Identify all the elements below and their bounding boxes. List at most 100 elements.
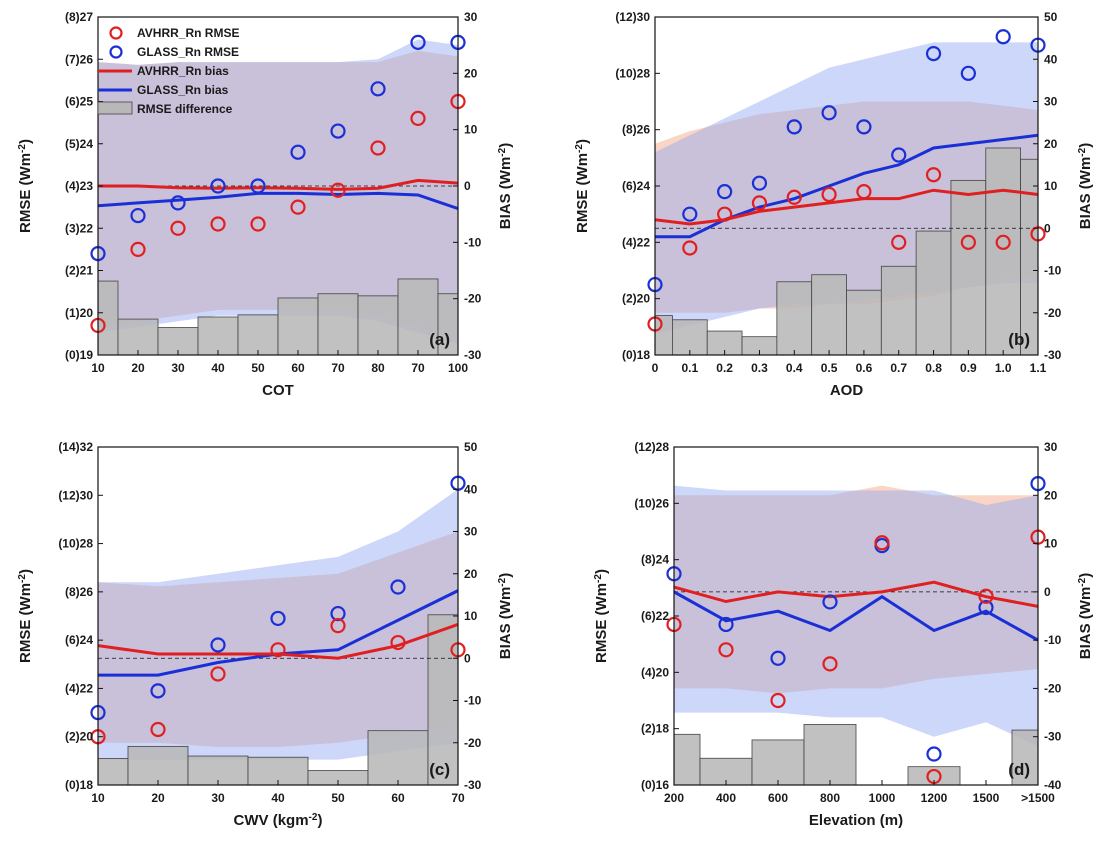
glass-rmse-point (170, 195, 186, 211)
y-axis-title: RMSE (Wm-2) (574, 139, 592, 233)
x-tick-label: 30 (211, 791, 225, 805)
y2-tick-label: -10 (1044, 264, 1062, 278)
avhrr-rmse-point (370, 140, 386, 156)
y-tick-label: (0)18 (65, 778, 93, 792)
x-tick-label: 800 (820, 791, 840, 805)
x-tick-label: 70 (451, 791, 465, 805)
x-tick-label: 20 (151, 791, 165, 805)
avhrr-rmse-point (330, 618, 346, 634)
glass-bias-line (674, 590, 1038, 642)
x-tick-label: 400 (716, 791, 736, 805)
glass-bias-line (98, 191, 458, 210)
y2-tick-label: -20 (1044, 306, 1062, 320)
glass-rmse-point (410, 34, 426, 50)
rmse-difference-bar (674, 733, 701, 785)
avhrr-uncertainty-band (674, 485, 1038, 694)
y-axis-title: RMSE (Wm-2) (17, 569, 35, 663)
glass-rmse-point (925, 46, 942, 62)
panel-label: (d) (1008, 760, 1030, 779)
rmse-difference-bar (237, 314, 279, 355)
y2-tick-label: 20 (464, 66, 478, 80)
y2-tick-label: 30 (464, 525, 478, 539)
y2-tick-label: -10 (1044, 633, 1062, 647)
x-tick-label: 0.5 (821, 361, 838, 375)
avhrr-rmse-point (410, 110, 426, 127)
y2-axis-title: BIAS (Wm-2) (497, 573, 515, 659)
y2-tick-label: 10 (1044, 537, 1058, 551)
y2-tick-label: 10 (464, 609, 478, 623)
glass-rmse-point (960, 65, 976, 81)
y2-tick-label: 20 (464, 567, 478, 581)
x-tick-label: 60 (291, 361, 305, 375)
x-tick-label: 1500 (973, 791, 1000, 805)
y-tick-label: (6)25 (65, 95, 93, 109)
y2-tick-label: 10 (464, 123, 478, 137)
rmse-difference-bar (846, 289, 882, 355)
glass-rmse-point (786, 119, 802, 135)
y2-tick-label: 0 (1044, 585, 1051, 599)
glass-rmse-point (370, 81, 386, 97)
legend-circle-marker (109, 45, 123, 59)
legend-label: AVHRR_Rn bias (137, 64, 229, 78)
x-tick-label: 0.7 (890, 361, 907, 375)
plot-area (655, 42, 1038, 355)
x-tick-label: 1.1 (1030, 361, 1047, 375)
avhrr-rmse-point (821, 186, 837, 203)
legend-box-marker (97, 101, 133, 115)
rmse-difference-bar (98, 758, 129, 785)
chart-legend: AVHRR_Rn RMSE GLASS_Rn RMSE AVHRR_Rn bias G… (97, 26, 239, 116)
y2-tick-label: 50 (464, 440, 478, 454)
rmse-difference-bar (397, 278, 439, 355)
y-tick-label: (12)30 (615, 10, 650, 24)
y-tick-label: (5)24 (65, 137, 93, 151)
x-tick-label: 0.9 (960, 361, 977, 375)
y2-tick-label: -40 (1044, 778, 1062, 792)
y-axis-title: RMSE (Wm-2) (17, 139, 35, 233)
rmse-difference-bar (880, 265, 917, 355)
avhrr-rmse-point (718, 642, 734, 658)
y-tick-label: (4)20 (641, 665, 669, 679)
avhrr-rmse-point (891, 234, 907, 250)
y-tick-label: (10)26 (634, 496, 669, 510)
glass-rmse-point (250, 178, 266, 194)
y2-tick-label: -30 (1044, 348, 1062, 362)
x-tick-label: 100 (448, 361, 468, 375)
rmse-difference-bar (655, 315, 673, 355)
y2-tick-label: -10 (464, 694, 482, 708)
panel-label: (a) (429, 330, 450, 349)
y2-tick-label: 30 (1044, 95, 1058, 109)
rmse-difference-bar (950, 179, 987, 355)
y2-tick-label: -20 (464, 292, 482, 306)
y-tick-label: (0)18 (622, 348, 650, 362)
avhrr-rmse-point (270, 642, 286, 658)
rmse-difference-bar (197, 316, 239, 355)
avhrr-rmse-point (210, 666, 226, 682)
y2-tick-label: -20 (1044, 681, 1062, 695)
glass-rmse-point (822, 594, 838, 610)
avhrr-bias-line (98, 178, 458, 191)
x-tick-label: 1200 (921, 791, 948, 805)
glass-rmse-point (770, 650, 786, 666)
rmse-difference-bar (127, 745, 189, 785)
y-tick-label: (8)26 (65, 585, 93, 599)
x-tick-label: 40 (211, 361, 225, 375)
y-tick-label: (7)26 (65, 52, 93, 66)
y2-tick-label: 0 (464, 651, 471, 665)
x-tick-label: 50 (331, 791, 345, 805)
panel-label: (b) (1008, 330, 1030, 349)
glass-uncertainty-band (674, 485, 1038, 747)
x-tick-label: 70 (331, 361, 345, 375)
glass-rmse-point (891, 147, 907, 163)
y2-axis-title: BIAS (Wm-2) (497, 143, 515, 229)
glass-rmse-point (270, 610, 286, 627)
avhrr-rmse-point (856, 184, 872, 200)
x-tick-label: 0.1 (681, 361, 698, 375)
avhrr-rmse-point (978, 588, 994, 604)
y-tick-label: (4)22 (65, 681, 93, 695)
y-tick-label: (8)27 (65, 10, 93, 24)
y2-axis-title: BIAS (Wm-2) (1077, 143, 1095, 229)
y2-tick-label: -30 (464, 348, 482, 362)
avhrr-rmse-point (770, 692, 786, 709)
avhrr-rmse-point (960, 234, 976, 250)
avhrr-bias-line (655, 188, 1038, 226)
